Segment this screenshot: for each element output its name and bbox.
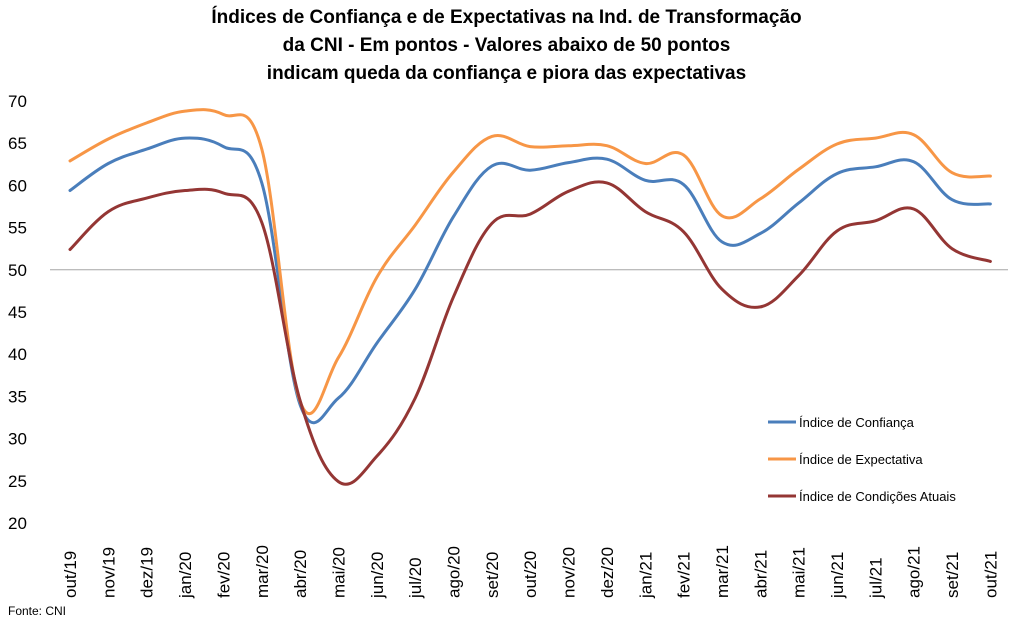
x-tick-label: fev/21 <box>675 552 694 598</box>
x-tick-label: mar/20 <box>253 545 272 598</box>
y-tick-label: 35 <box>8 387 27 406</box>
x-tick-label: out/21 <box>981 551 1000 598</box>
y-tick-label: 70 <box>8 92 27 111</box>
y-tick-label: 50 <box>8 261 27 280</box>
x-tick-label: mai/21 <box>790 547 809 598</box>
series-line-confianca <box>68 136 992 425</box>
y-tick-label: 55 <box>8 219 27 238</box>
x-tick-label: jan/20 <box>176 552 195 599</box>
y-tick-label: 40 <box>8 345 27 364</box>
y-tick-label: 45 <box>8 303 27 322</box>
x-tick-label: abr/21 <box>751 550 770 598</box>
x-tick-label: set/20 <box>483 552 502 598</box>
series-line-expectativa <box>68 108 992 416</box>
x-tick-label: ago/21 <box>905 546 924 598</box>
x-tick-label: mai/20 <box>329 547 348 598</box>
x-tick-label: jul/21 <box>866 557 885 599</box>
x-tick-label: nov/20 <box>560 547 579 598</box>
x-tick-label: set/21 <box>943 552 962 598</box>
x-tick-label: jan/21 <box>636 552 655 599</box>
x-tick-label: mar/21 <box>713 545 732 598</box>
series-line-condicoes-atuais <box>68 180 992 486</box>
x-tick-label: dez/19 <box>138 547 157 598</box>
x-tick-label: jun/21 <box>828 552 847 599</box>
y-tick-label: 25 <box>8 472 27 491</box>
legend: Índice de Confiança Índice de Expectativa… <box>768 415 956 504</box>
legend-label: Índice de Expectativa <box>799 452 923 467</box>
chart-title-line: Índices de Confiança e de Expectativas n… <box>211 7 802 28</box>
x-tick-label: nov/19 <box>99 547 118 598</box>
chart-title-line: da CNI - Em pontos - Valores abaixo de 5… <box>282 35 731 56</box>
x-axis-ticks: out/19 nov/19 dez/19 jan/20 fev/20 mar/20 abr/… <box>61 545 1000 599</box>
x-tick-label: ago/20 <box>445 546 464 598</box>
series-layer <box>68 108 992 486</box>
legend-label: Índice de Confiança <box>799 415 915 430</box>
y-axis-ticks: 20 25 30 35 40 45 50 55 60 65 70 <box>8 92 27 533</box>
legend-label: Índice de Condições Atuais <box>799 489 956 504</box>
x-tick-label: abr/20 <box>291 550 310 598</box>
y-tick-label: 60 <box>8 176 27 195</box>
source-note: Fonte: CNI <box>8 604 67 618</box>
x-tick-label: out/19 <box>61 551 80 598</box>
chart-title: Índices de Confiança e de Expectativas n… <box>0 4 1013 88</box>
chart-title-line: indicam queda da confiança e piora das e… <box>266 63 747 84</box>
x-tick-label: fev/20 <box>214 552 233 598</box>
x-tick-label: jun/20 <box>368 552 387 599</box>
x-tick-label: dez/20 <box>598 547 617 598</box>
y-tick-label: 65 <box>8 134 27 153</box>
x-tick-label: out/20 <box>521 551 540 598</box>
y-tick-label: 30 <box>8 430 27 449</box>
y-tick-label: 20 <box>8 514 27 533</box>
x-tick-label: jul/20 <box>406 557 425 599</box>
